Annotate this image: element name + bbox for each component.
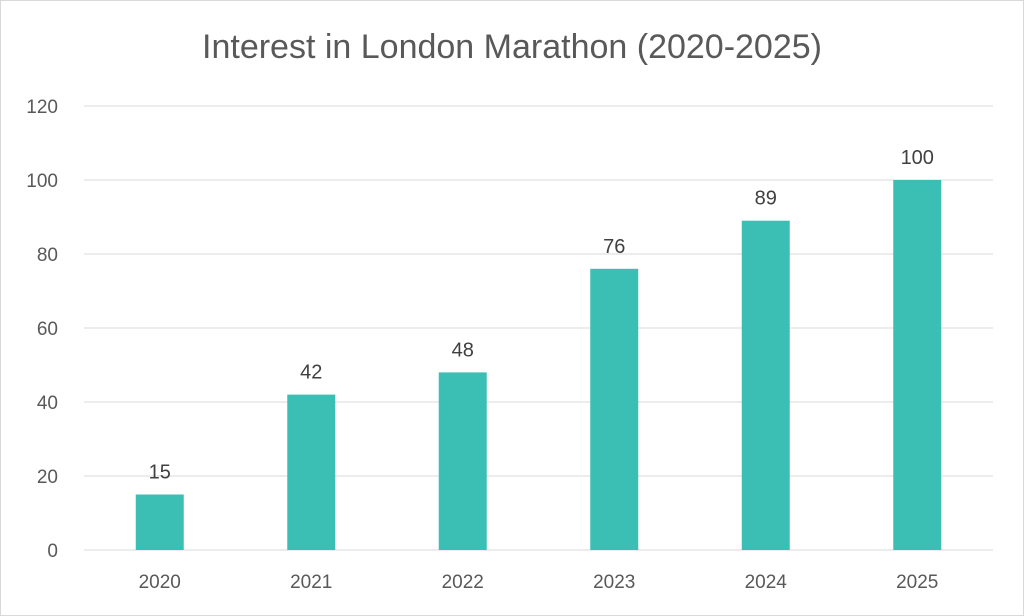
- x-tick-label-2021: 2021: [290, 572, 332, 593]
- data-labels: 15 42 48 76 89 100: [149, 147, 934, 484]
- chart-title: Interest in London Marathon (2020-2025): [202, 28, 822, 66]
- data-label-2021: 42: [300, 362, 322, 384]
- y-tick-label: 80: [37, 245, 58, 266]
- x-tick-label-2020: 2020: [139, 572, 181, 593]
- x-tick-label-2023: 2023: [593, 572, 635, 593]
- y-axis-tick-labels: 0 20 40 60 80 100 120: [26, 97, 58, 562]
- bars: [135, 180, 942, 550]
- x-tick-label-2024: 2024: [745, 572, 788, 593]
- bar-2023: [590, 268, 639, 550]
- bar-2024: [741, 220, 790, 550]
- data-label-2023: 76: [603, 236, 625, 258]
- data-label-2020: 15: [149, 462, 171, 484]
- y-tick-label: 0: [47, 541, 58, 562]
- data-label-2022: 48: [452, 339, 474, 361]
- x-tick-label-2025: 2025: [896, 572, 938, 593]
- data-label-2025: 100: [901, 147, 934, 169]
- x-axis-tick-labels: 2020 2021 2022 2023 2024 2025: [139, 572, 939, 593]
- y-tick-label: 120: [26, 97, 58, 118]
- gridlines: [84, 105, 993, 551]
- y-tick-label: 40: [37, 393, 58, 414]
- bar-2021: [287, 394, 336, 550]
- y-tick-label: 100: [26, 171, 58, 192]
- y-tick-label: 20: [37, 467, 58, 488]
- x-tick-label-2022: 2022: [442, 572, 484, 593]
- bar-2020: [135, 494, 184, 550]
- bar-2022: [438, 372, 487, 550]
- y-tick-label: 60: [37, 319, 58, 340]
- bar-2025: [893, 180, 942, 550]
- data-label-2024: 89: [755, 188, 777, 210]
